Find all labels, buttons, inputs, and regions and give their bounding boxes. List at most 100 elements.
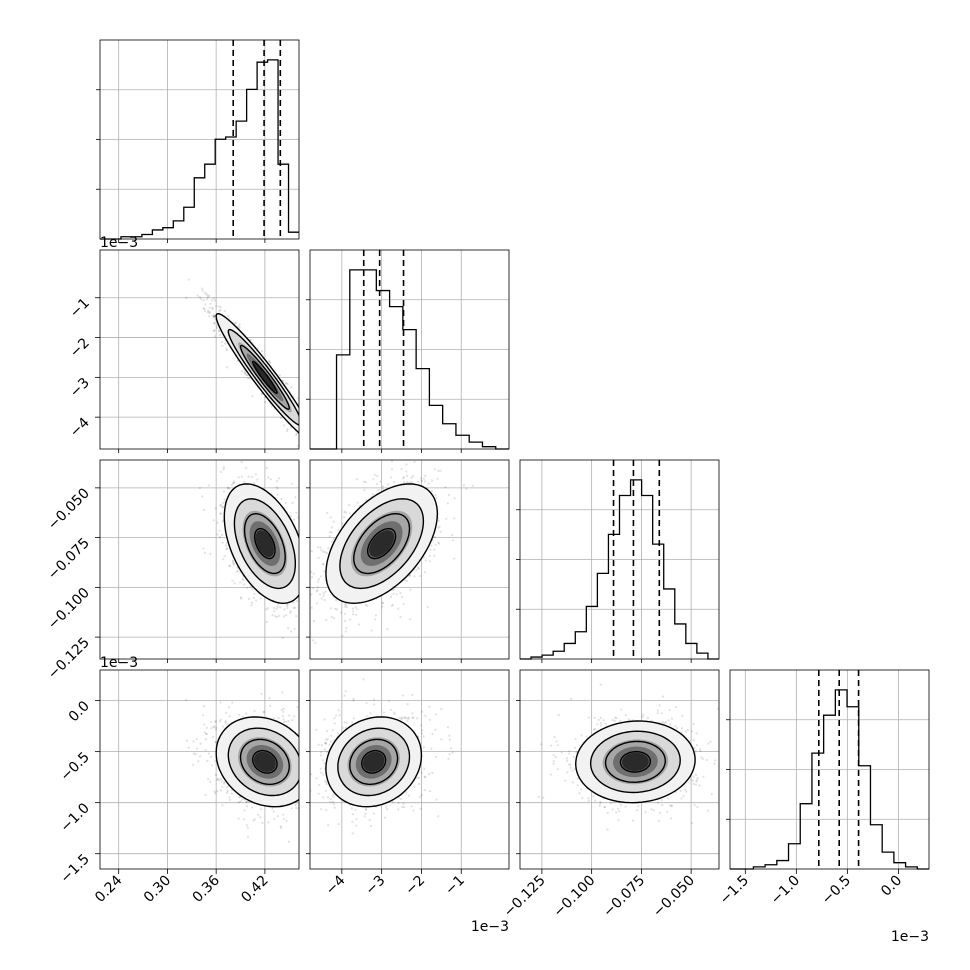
scatter-point xyxy=(344,612,347,615)
scatter-point xyxy=(238,325,241,328)
scatter-point xyxy=(282,817,285,820)
scatter-point xyxy=(307,578,309,580)
scatter-point xyxy=(315,612,317,614)
scatter-point xyxy=(303,797,305,799)
scatter-point xyxy=(308,421,310,423)
scatter-point xyxy=(311,433,313,435)
scatter-point xyxy=(215,305,218,308)
scatter-point xyxy=(415,568,418,572)
scatter-point xyxy=(237,476,240,479)
scatter-point xyxy=(297,444,299,447)
scatter-point xyxy=(199,297,202,300)
scatter-point xyxy=(424,480,427,483)
scatter-point xyxy=(285,614,288,617)
scatter-point xyxy=(221,533,224,537)
scatter-point xyxy=(208,315,211,318)
scatter-point xyxy=(322,594,325,598)
scatter-point xyxy=(437,542,441,545)
scatter-point xyxy=(210,727,213,730)
scatter-point xyxy=(319,451,321,453)
scatter-point xyxy=(295,433,298,436)
scatter-point xyxy=(312,639,315,642)
scatter-point xyxy=(300,419,302,421)
scatter-point xyxy=(287,714,291,717)
scatter-point xyxy=(304,774,306,776)
scatter-point xyxy=(312,829,314,831)
scatter-point xyxy=(302,415,304,417)
scatter-point xyxy=(305,438,307,440)
scatter-point xyxy=(228,706,231,709)
scatter-point xyxy=(381,485,384,488)
scatter-point xyxy=(377,488,380,492)
scatter-point xyxy=(337,469,339,471)
scatter-point xyxy=(437,526,440,529)
scatter-point xyxy=(231,561,234,564)
scatter-point xyxy=(259,597,262,600)
scatter-point xyxy=(300,596,302,598)
scatter-point xyxy=(306,582,308,584)
scatter-point xyxy=(316,757,318,759)
scatter-panel-1-4 xyxy=(185,691,318,843)
scatter-point xyxy=(196,294,199,297)
scatter-point xyxy=(445,517,448,520)
scatter-point xyxy=(315,783,317,785)
scatter-point xyxy=(355,478,358,481)
contour-line xyxy=(252,360,278,395)
scatter-point xyxy=(213,322,216,325)
scatter-point xyxy=(408,481,411,484)
scatter-point xyxy=(303,427,305,429)
scatter-point xyxy=(227,486,230,489)
scatter-point xyxy=(300,549,302,551)
scatter-point xyxy=(387,483,390,486)
scatter-point xyxy=(206,759,209,763)
scatter-point xyxy=(422,477,426,480)
scatter-point xyxy=(241,577,244,580)
scatter-point xyxy=(233,480,236,483)
scatter-point xyxy=(226,722,229,725)
scatter-point xyxy=(226,486,230,490)
scatter-point xyxy=(304,605,306,607)
scatter-point xyxy=(306,753,308,755)
scatter-point xyxy=(319,575,322,578)
scatter-point xyxy=(203,508,206,511)
scatter-point xyxy=(246,586,249,589)
scatter-point xyxy=(303,560,305,562)
scatter-point xyxy=(413,575,416,578)
scatter-point xyxy=(307,571,309,573)
scatter-point xyxy=(185,739,189,742)
scatter-point xyxy=(273,610,276,613)
scatter-point xyxy=(233,322,236,325)
scatter-point xyxy=(310,829,312,831)
scatter-point xyxy=(307,590,309,592)
scatter-point xyxy=(312,572,315,575)
scatter-point xyxy=(310,442,312,444)
scatter-point xyxy=(279,606,282,609)
scatter-point xyxy=(236,569,240,572)
scatter-point xyxy=(310,550,313,553)
scatter-point xyxy=(381,601,384,605)
scatter-point xyxy=(296,432,299,435)
scatter-point xyxy=(240,597,243,600)
scatter-point xyxy=(212,316,215,319)
scatter-point xyxy=(408,574,411,578)
scatter-point xyxy=(310,570,313,573)
scatter-point xyxy=(224,720,227,723)
scatter-point xyxy=(314,425,316,427)
scatter-point xyxy=(310,812,312,814)
scatter-point xyxy=(322,550,325,553)
scatter-point xyxy=(267,476,270,479)
scatter-point xyxy=(253,818,256,821)
scatter-point xyxy=(187,746,190,749)
scatter-point xyxy=(226,785,229,789)
contour-line xyxy=(223,483,299,605)
scatter-point xyxy=(233,582,236,585)
scatter-point xyxy=(286,604,289,607)
scatter-point xyxy=(228,798,232,802)
scatter-point xyxy=(276,487,279,490)
scatter-point xyxy=(218,329,221,332)
scatter-point xyxy=(354,613,358,616)
scatter-point xyxy=(215,726,218,729)
scatter-point xyxy=(222,558,225,561)
scatter-point xyxy=(202,307,205,310)
scatter-point xyxy=(447,493,450,496)
